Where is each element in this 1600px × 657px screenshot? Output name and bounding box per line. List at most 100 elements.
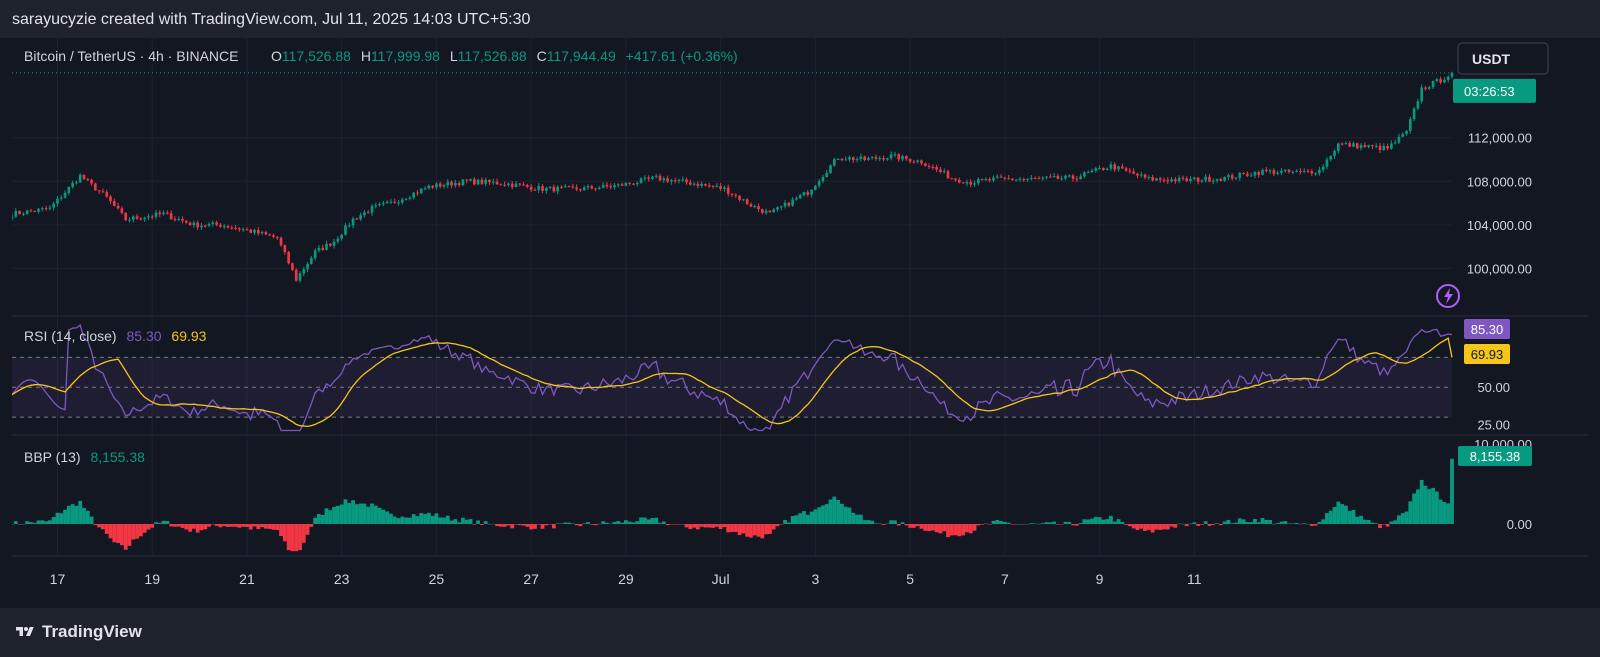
bbp-bar <box>646 519 651 524</box>
candle-body <box>431 185 434 188</box>
bbp-bar <box>790 516 795 524</box>
candle-body <box>1363 145 1367 147</box>
price-chart-svg[interactable]: 100,000.00 104,000.00 108,000.00 112,000.00… <box>10 38 1588 608</box>
chart-area[interactable]: 100,000.00 104,000.00 108,000.00 112,000.00… <box>10 38 1588 608</box>
candle-body <box>821 176 825 182</box>
candle-body <box>1408 119 1412 132</box>
candle-body <box>287 252 290 264</box>
bbp-bar <box>55 512 60 524</box>
candle-body <box>503 184 506 186</box>
bbp-bar <box>157 522 162 524</box>
rsi-value-badge: 85.30 <box>1464 319 1510 339</box>
candle-body <box>491 181 495 183</box>
candle-body <box>222 226 226 228</box>
candle-body <box>882 158 885 160</box>
bbp-bar <box>138 524 143 537</box>
candle-body <box>1268 170 1272 172</box>
candle-body <box>594 188 597 190</box>
bbp-bar <box>836 500 840 524</box>
bbp-bar <box>1321 519 1326 524</box>
currency-button-frame[interactable] <box>1457 42 1549 75</box>
candle-body <box>1329 156 1333 160</box>
candle-body <box>1287 169 1291 172</box>
symbol-label[interactable]: Bitcoin / TetherUS · 4h · BINANCE <box>24 48 238 64</box>
bbp-bar <box>809 511 814 524</box>
candle-body <box>469 179 472 181</box>
rsi-pane <box>11 323 1453 432</box>
candle-body <box>90 179 93 184</box>
close-value: 117,944.49 <box>547 48 616 64</box>
bbp-bar <box>1097 517 1102 524</box>
candle-body <box>1348 143 1352 147</box>
candle-body <box>215 222 218 225</box>
candle-body <box>94 183 97 191</box>
candle-body <box>294 269 298 281</box>
candle-body <box>321 247 325 250</box>
last-price-badge: 03:26:53 <box>1453 78 1536 103</box>
candle-body <box>942 171 946 173</box>
bbp-bar <box>771 524 776 530</box>
bbp-bar <box>267 524 272 529</box>
bbp-bar <box>207 524 211 527</box>
bbp-bar <box>707 524 712 528</box>
rsi-badge-text: 85.30 <box>1471 322 1504 337</box>
bbp-bar <box>1169 524 1174 527</box>
bbp-bar <box>999 520 1003 524</box>
candle-body <box>908 158 912 162</box>
bbp-bar <box>229 524 234 527</box>
candle-body <box>742 199 745 201</box>
bbp-bar <box>1389 521 1394 524</box>
bbp-bar <box>317 513 321 524</box>
bbp-bar <box>135 524 139 539</box>
candle-body <box>488 179 491 183</box>
bbp-bar <box>756 524 761 537</box>
bbp-bar <box>1109 515 1113 524</box>
candle-body <box>946 171 950 179</box>
candle-body <box>643 177 647 179</box>
candle-body <box>654 175 658 177</box>
time-axis-label: 17 <box>50 571 66 587</box>
candle-body <box>1094 168 1098 171</box>
bbp-bar <box>1279 521 1284 524</box>
bbp-bar <box>1052 521 1056 524</box>
bbp-bar <box>915 524 920 527</box>
candle-body <box>1246 173 1249 176</box>
bbp-bar <box>1256 522 1261 524</box>
bbp-bar <box>589 524 594 525</box>
candle-body <box>749 204 753 207</box>
axes-group: 100,000.00 104,000.00 108,000.00 112,000.00… <box>50 131 1532 587</box>
currency-button[interactable]: USDT <box>1457 42 1549 75</box>
candle-body <box>1378 145 1382 151</box>
bbp-bar <box>408 517 412 524</box>
lightning-icon[interactable] <box>1436 284 1460 308</box>
candle-body <box>1208 176 1211 182</box>
candle-body <box>1090 170 1094 173</box>
bbp-bar <box>1158 524 1163 530</box>
bbp-bar <box>832 496 837 524</box>
candle-body <box>400 199 404 203</box>
candle-body <box>662 178 666 181</box>
candle-body <box>927 165 931 167</box>
candle-body <box>840 158 844 160</box>
bbp-bar <box>1325 513 1329 524</box>
currency-button-label[interactable]: USDT <box>1472 51 1511 67</box>
bbp-bar <box>108 524 113 539</box>
bbp-bar <box>752 524 757 536</box>
bbp-bar <box>927 524 931 532</box>
tradingview-logo[interactable]: TradingView <box>14 622 142 642</box>
attribution-text: sarayucyzie created with TradingView.com… <box>12 11 531 28</box>
bbp-bar <box>847 507 852 524</box>
bbp-bar <box>1272 523 1276 525</box>
candle-body <box>1033 177 1037 179</box>
candle-body <box>181 219 184 221</box>
candle-body <box>670 180 673 182</box>
bbp-bar <box>692 524 696 528</box>
candle-body <box>135 216 139 219</box>
bbp-bar <box>1211 524 1216 525</box>
candle-body <box>1189 178 1192 182</box>
candle-body <box>1367 145 1370 147</box>
bbp-bar <box>320 514 325 524</box>
bbp-bar <box>1181 523 1185 525</box>
candle-body <box>734 194 738 196</box>
bbp-bar <box>336 505 340 524</box>
